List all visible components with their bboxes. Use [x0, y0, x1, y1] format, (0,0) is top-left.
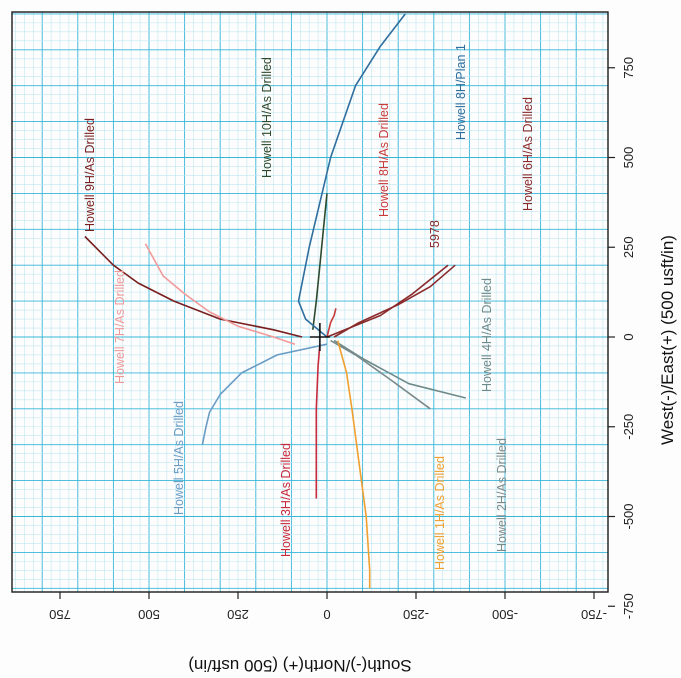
y-tick-label: 750: [49, 607, 71, 622]
label-5978: 5978: [428, 220, 442, 248]
series-line-1: [144, 243, 296, 345]
y-tick-label: 500: [138, 607, 160, 622]
label-well-9h: Howell 9H/As Drilled: [83, 118, 97, 232]
x-tick-label: 0: [621, 333, 636, 340]
x-tick-label: 500: [621, 147, 636, 169]
x-tick-label: 250: [621, 236, 636, 258]
x-tick-label: -250: [621, 414, 636, 440]
series-line-9: [330, 339, 431, 410]
label-well-6h: Howell 6H/As Drilled: [521, 97, 535, 211]
label-well-3h: Howell 3H/As Drilled: [279, 443, 293, 557]
label-well-10h: Howell 10H/As Drilled: [260, 57, 274, 178]
label-well-4h: Howell 4H/As Drilled: [480, 278, 494, 392]
series-line-5: [326, 308, 337, 338]
ticks: -750 -500 -250 0 250 500 750 -750 -500 -250 0 250 50…: [49, 57, 636, 622]
series-line-4: [297, 13, 406, 338]
series-line-2: [201, 343, 328, 445]
y-tick-label: -250: [403, 607, 429, 622]
label-well-8h: Howell 8H/As Drilled: [377, 103, 391, 217]
label-well-2h: Howell 2H/As Drilled: [495, 438, 509, 552]
y-tick-label: -750: [581, 607, 607, 622]
series-line-7: [333, 339, 466, 399]
label-well-5h: Howell 5H/As Drilled: [172, 401, 186, 515]
y-tick-label: 0: [323, 607, 330, 622]
label-well-1h: Howell 1H/As Drilled: [433, 456, 447, 570]
y-tick-label: -500: [492, 607, 518, 622]
series-line-3: [312, 193, 328, 330]
x-tick-label: 750: [621, 57, 636, 79]
series-line-11: [326, 264, 449, 338]
series-group: [84, 13, 466, 589]
plot-frame: [11, 11, 609, 593]
series-line-10: [336, 340, 371, 589]
x-axis-title: West(-)/East(+) (500 usft/in): [658, 235, 677, 445]
label-well-7h: Howell 7H/As Drilled: [113, 270, 127, 384]
y-axis-title: South(-)/North(+) (500 usft/in): [188, 656, 411, 673]
x-tick-label: -500: [621, 503, 636, 529]
grid: [12, 12, 608, 592]
x-tick-label: -750: [621, 593, 636, 619]
series-line-8: [315, 344, 321, 499]
series-line-0: [84, 235, 303, 338]
label-well-8h-plan: Howell 8H/Plan 1: [454, 44, 468, 140]
y-tick-label: 250: [227, 607, 249, 622]
